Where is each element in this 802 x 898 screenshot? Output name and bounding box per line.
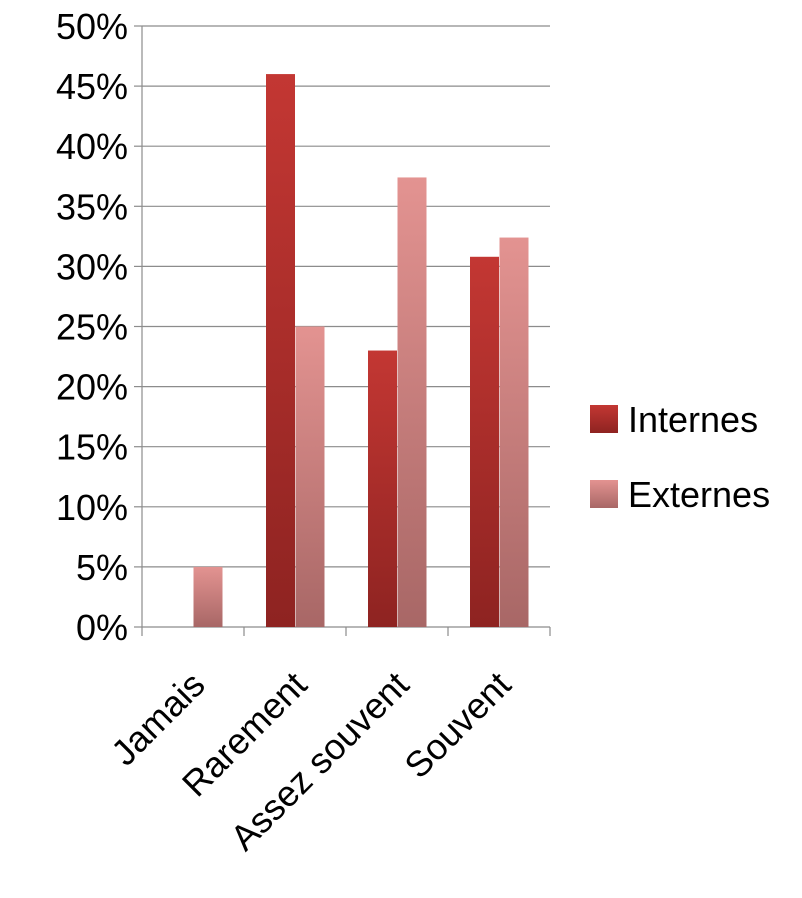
- bar-internes-rarement: [266, 74, 295, 627]
- bar-internes-assez-souvent: [368, 350, 397, 627]
- gridlines: [142, 25, 550, 568]
- y-tick-label: 30%: [56, 246, 128, 287]
- y-tick-label: 40%: [56, 126, 128, 167]
- legend: Internes Externes: [590, 399, 770, 515]
- y-tick-label: 25%: [56, 307, 128, 348]
- bar-externes-rarement: [295, 326, 325, 627]
- y-tick-label: 10%: [56, 487, 128, 528]
- y-tick-label: 0%: [76, 607, 128, 648]
- legend-swatch-internes: [590, 405, 618, 433]
- y-tick-label: 50%: [56, 6, 128, 47]
- bar-internes-souvent: [470, 256, 499, 627]
- legend-swatch-externes: [590, 480, 618, 508]
- legend-label-externes: Externes: [628, 474, 770, 515]
- y-tick-label: 20%: [56, 367, 128, 408]
- y-tick-label: 35%: [56, 186, 128, 227]
- x-tick-label: Souvent: [396, 664, 518, 786]
- legend-label-internes: Internes: [628, 399, 758, 440]
- y-tick-labels: 0% 5% 10% 15% 20% 25% 30% 35% 40% 45% 50%: [56, 6, 128, 648]
- bars: [193, 74, 529, 627]
- bar-externes-assez-souvent: [397, 177, 427, 627]
- y-tick-label: 5%: [76, 547, 128, 588]
- bar-externes-souvent: [499, 237, 529, 627]
- y-tick-label: 45%: [56, 66, 128, 107]
- bar-externes-jamais: [193, 566, 223, 627]
- y-tick-label: 15%: [56, 427, 128, 468]
- x-tick-label: Assez souvent: [222, 664, 417, 859]
